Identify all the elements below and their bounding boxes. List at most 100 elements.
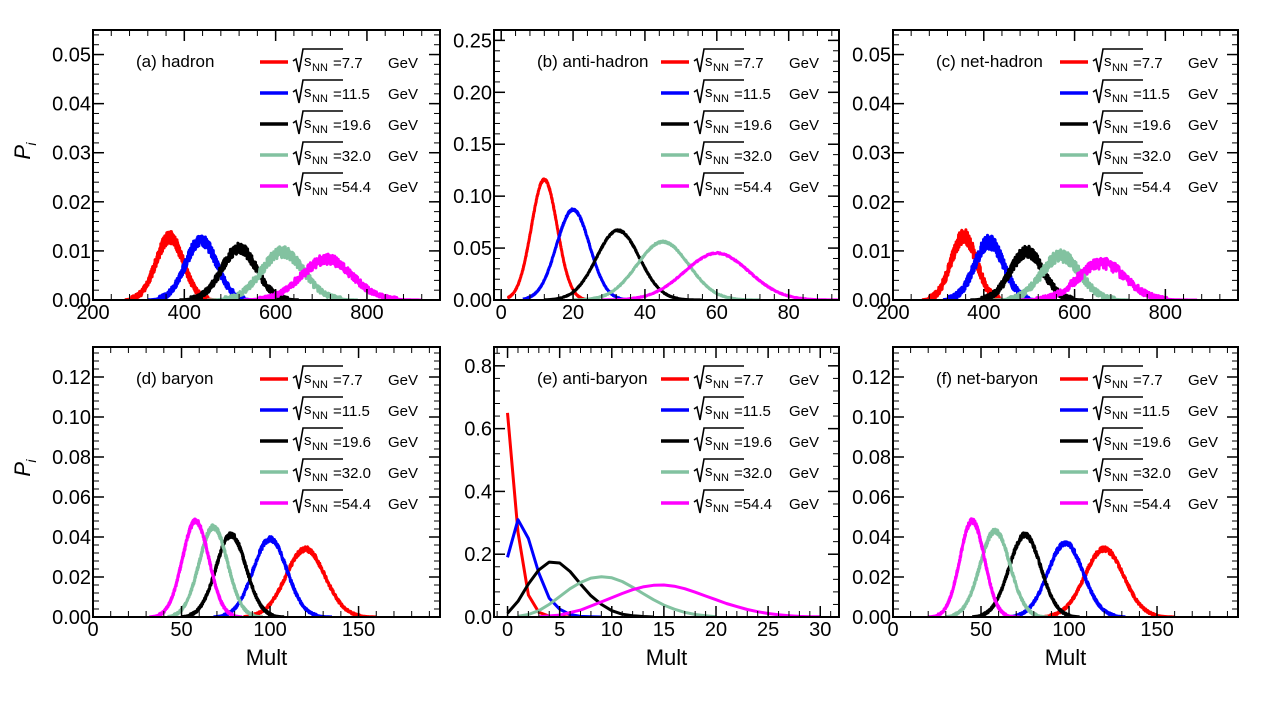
- x-tick-label: 15: [653, 619, 675, 641]
- sqrt-symbol: [1092, 365, 1143, 390]
- x-tick-label: 200: [876, 302, 909, 324]
- x-tick-label: 50: [170, 619, 192, 641]
- legend-subscript: NN: [312, 124, 328, 136]
- panel-1: 0.00 0.01 0.02 0.03 0.04 0.05 200 400 600 800 (a) …: [10, 29, 441, 324]
- y-axis-title-sub: i: [23, 459, 39, 463]
- sqrt-symbol: [693, 172, 744, 197]
- sqrt-symbol: [292, 365, 343, 390]
- sqrt-symbol: [693, 110, 744, 135]
- legend-s: s: [705, 53, 713, 70]
- legend-subscript: NN: [713, 186, 729, 198]
- legend-unit: GeV: [789, 55, 819, 72]
- sqrt-symbol: [1092, 141, 1143, 166]
- legend-s: s: [705, 115, 713, 132]
- x-tick-label: 150: [342, 619, 375, 641]
- legend-label: =11.5: [333, 86, 370, 103]
- legend-subscript: NN: [312, 379, 328, 391]
- plot-frame: [892, 29, 1239, 301]
- legend-label: =54.4: [333, 496, 371, 513]
- legend-unit: GeV: [1188, 179, 1218, 196]
- y-tick-label: 0.2: [464, 544, 492, 566]
- panel-3: 0.00 0.01 0.02 0.03 0.04 0.05 200 400 600 800 (c) …: [852, 29, 1239, 324]
- legend-s: s: [1104, 84, 1112, 101]
- series-line-54-4: [148, 517, 243, 617]
- legend-label: =54.4: [333, 179, 371, 196]
- legend-s: s: [304, 177, 312, 194]
- sqrt-symbol: [1092, 396, 1143, 421]
- series-line-7-7: [506, 177, 596, 300]
- legend-label: =11.5: [333, 403, 370, 420]
- legend-subscript: NN: [713, 503, 729, 515]
- legend-unit: GeV: [388, 179, 418, 196]
- legend-unit: GeV: [1188, 465, 1218, 482]
- sqrt-symbol: [292, 48, 343, 73]
- y-tick-label: 0.0: [464, 607, 492, 629]
- x-tick-label: 800: [350, 302, 383, 324]
- y-tick-label: 0.25: [453, 30, 492, 52]
- sqrt-symbol: [1092, 110, 1143, 135]
- y-tick-label: 0.02: [52, 567, 91, 589]
- plot-frame: [92, 346, 441, 618]
- x-tick-label: 0: [887, 619, 898, 641]
- legend-s: s: [1104, 146, 1112, 163]
- series-group: [506, 412, 821, 617]
- legend-unit: GeV: [388, 496, 418, 513]
- y-axis-title-main: P: [10, 462, 35, 477]
- legend-s: s: [705, 401, 713, 418]
- series-line-54-4: [1018, 256, 1199, 300]
- legend-label: =32.0: [333, 465, 371, 482]
- y-tick-label: 0.03: [52, 143, 91, 165]
- legend-unit: GeV: [388, 148, 418, 165]
- x-tick-label: 20: [562, 302, 584, 324]
- legend-unit: GeV: [388, 372, 418, 389]
- series-line-19-6: [968, 244, 1085, 300]
- legend-subscript: NN: [713, 93, 729, 105]
- series-line-11-5: [521, 207, 632, 300]
- legend-s: s: [705, 177, 713, 194]
- legend-s: s: [705, 432, 713, 449]
- sqrt-symbol: [1092, 48, 1143, 73]
- panel-5: 0.0 0.2 0.4 0.6 0.8 0 5 10 15 20 25 30 (e) anti-bary…: [464, 346, 840, 670]
- y-tick-label: 0.05: [453, 238, 492, 260]
- legend-subscript: NN: [1112, 503, 1128, 515]
- sqrt-symbol: [1092, 458, 1143, 483]
- y-tick-label: 0.02: [852, 192, 891, 214]
- series-group: [123, 230, 423, 300]
- y-tick-label: 0.08: [52, 447, 91, 469]
- series-line-32-0: [991, 248, 1131, 300]
- legend-unit: GeV: [388, 434, 418, 451]
- panel-2: 0.00 0.05 0.10 0.15 0.20 0.25 0 20 40 60 80 (b) ant…: [453, 29, 840, 324]
- legend-label: =19.6: [333, 117, 371, 134]
- legend-label: =11.5: [734, 403, 771, 420]
- legend-s: s: [304, 401, 312, 418]
- legend-label: =32.0: [1133, 465, 1171, 482]
- sqrt-symbol: [292, 489, 343, 514]
- series-line-32-0: [205, 245, 359, 300]
- y-tick-label: 0.04: [852, 527, 891, 549]
- legend-label: =19.6: [734, 117, 772, 134]
- sqrt-symbol: [693, 489, 744, 514]
- plot-frame: [92, 29, 441, 301]
- legend-subscript: NN: [1112, 93, 1128, 105]
- legend-unit: GeV: [789, 179, 819, 196]
- series-line-19-6: [970, 531, 1081, 617]
- y-axis-title: Pi: [10, 142, 39, 160]
- x-tick-label: 800: [1149, 302, 1182, 324]
- legend-label: =19.6: [1133, 117, 1171, 134]
- legend-subscript: NN: [1112, 410, 1128, 422]
- legend-subscript: NN: [713, 379, 729, 391]
- legend-unit: GeV: [1188, 372, 1218, 389]
- x-tick-label: 600: [1058, 302, 1091, 324]
- legend-subscript: NN: [1112, 124, 1128, 136]
- legend-subscript: NN: [312, 155, 328, 167]
- x-axis-title: Mult: [1045, 645, 1087, 670]
- sqrt-symbol: [292, 141, 343, 166]
- x-tick-label: 100: [253, 619, 286, 641]
- legend-s: s: [1104, 177, 1112, 194]
- legend-subscript: NN: [312, 441, 328, 453]
- legend-s: s: [705, 494, 713, 511]
- x-tick-label: 25: [757, 619, 779, 641]
- legend-s: s: [1104, 53, 1112, 70]
- y-tick-label: 0.10: [52, 407, 91, 429]
